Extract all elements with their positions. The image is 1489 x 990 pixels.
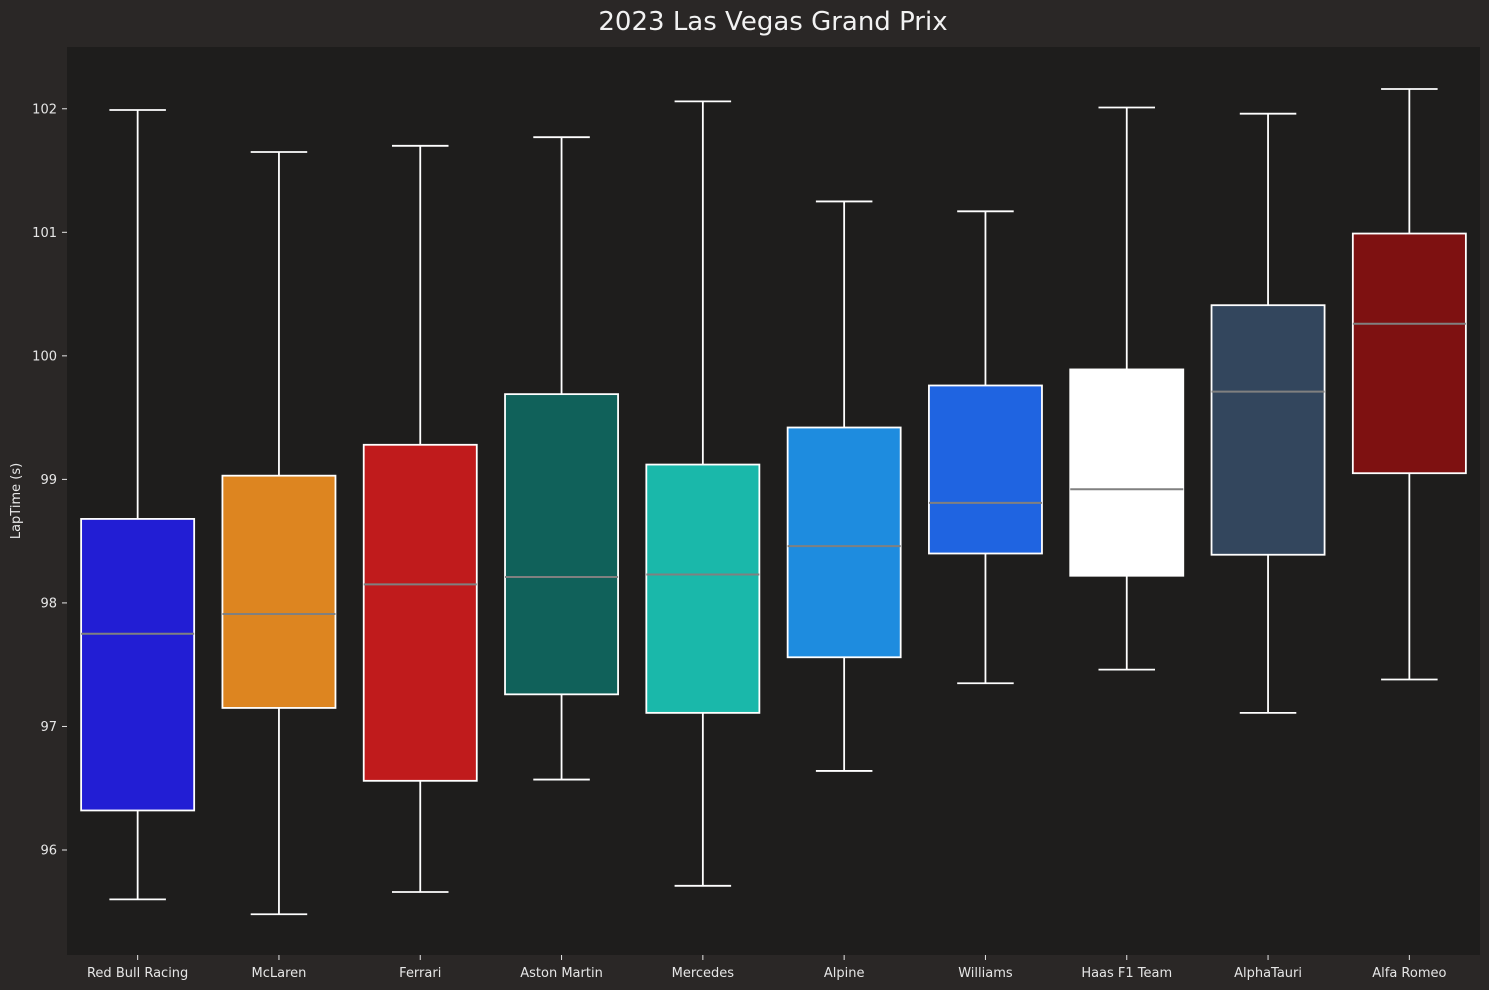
x-tick-label: Mercedes: [672, 966, 735, 981]
iqr-box: [1351, 232, 1467, 475]
box-group: [786, 200, 902, 772]
iqr-box: [362, 443, 478, 782]
x-tick-label: Williams: [958, 966, 1013, 981]
x-tick-label: Red Bull Racing: [87, 966, 188, 981]
y-tick-label: 99: [40, 473, 57, 488]
box-group: [504, 136, 619, 781]
chart-title: 2023 Las Vegas Grand Prix: [598, 7, 947, 37]
x-tick-label: Alpine: [824, 966, 865, 981]
box-group: [645, 100, 761, 887]
y-axis-label: LapTime (s): [9, 463, 24, 539]
iqr-box: [645, 463, 761, 714]
x-tick-label: Haas F1 Team: [1081, 966, 1172, 981]
x-axis: Red Bull Racing McLaren Ferrari Aston Marti…: [87, 955, 1446, 981]
box-group: [1351, 88, 1467, 681]
x-tick-label: Ferrari: [399, 966, 441, 981]
x-tick-label: AlphaTauri: [1234, 966, 1302, 981]
iqr-box: [1210, 304, 1326, 556]
y-tick-label: 101: [32, 226, 57, 241]
y-tick-label: 96: [40, 843, 57, 858]
x-tick-label: Aston Martin: [520, 966, 603, 981]
iqr-box: [928, 384, 1043, 555]
y-tick-label: 98: [40, 596, 57, 611]
y-tick-label: 102: [32, 102, 57, 117]
iqr-box: [504, 393, 619, 696]
box-group: [221, 151, 337, 916]
box-group: [362, 144, 478, 893]
y-tick-label: 100: [32, 349, 57, 364]
iqr-box: [221, 474, 337, 709]
y-axis: 96 97 98 99 100 101 102: [32, 102, 67, 858]
iqr-box: [1069, 368, 1185, 577]
x-tick-label: Alfa Romeo: [1372, 966, 1446, 981]
box-group: [1069, 106, 1185, 671]
iqr-box: [80, 518, 196, 812]
box-group: [1210, 112, 1326, 714]
y-tick-label: 97: [40, 720, 57, 735]
box-group: [928, 210, 1043, 685]
iqr-box: [786, 426, 902, 659]
box-group: [80, 109, 196, 901]
x-tick-label: McLaren: [252, 966, 307, 981]
boxes-layer: [80, 88, 1467, 916]
